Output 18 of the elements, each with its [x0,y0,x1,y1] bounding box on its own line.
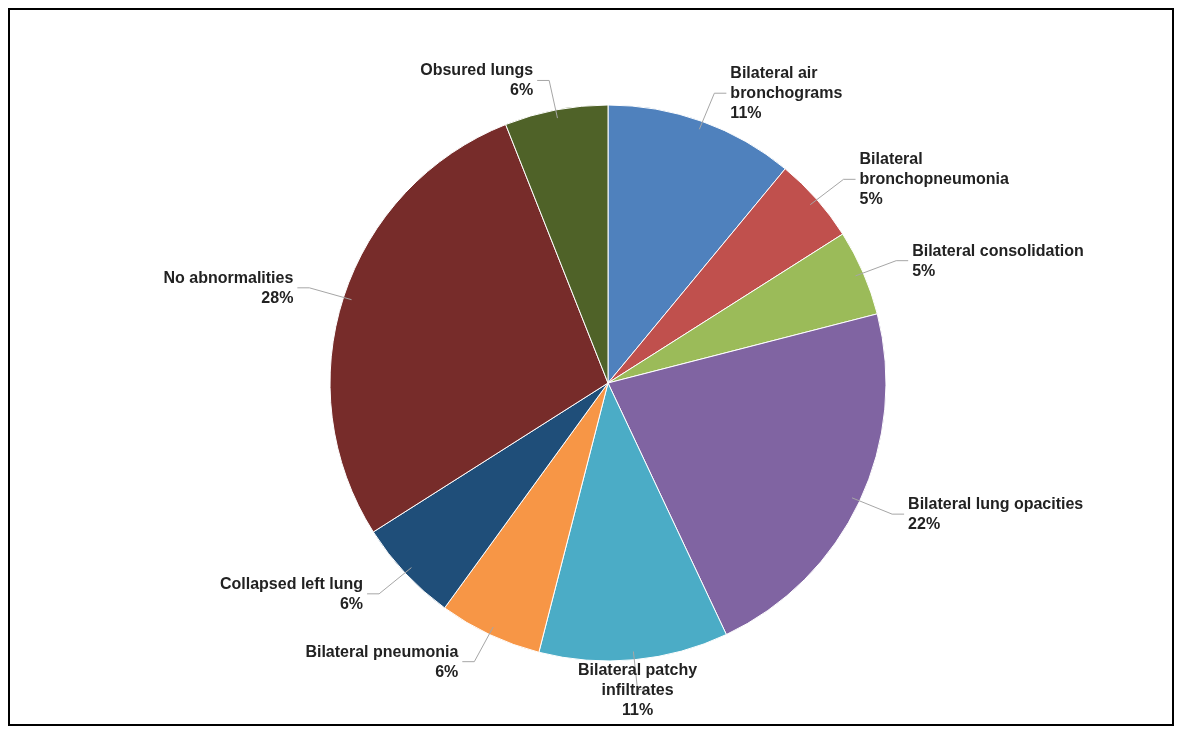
slice-label: Bilateral pneumonia [305,642,459,660]
data-label: 11% [621,700,654,718]
data-label: 6% [435,662,459,680]
slice-label: Bilateral bronchopneumonia [859,150,1009,188]
data-label: 22% [908,515,941,533]
slice-label: Obsured lungs [420,61,534,79]
data-label: 5% [859,190,883,208]
slice-label: No abnormalities [163,268,294,286]
data-label: 28% [261,288,294,306]
data-label: 11% [730,104,762,122]
data-label: 5% [912,261,936,279]
slice-label: Collapsed left lung [219,574,364,592]
slice-label: Bilateral lung opacities [908,495,1084,513]
slice-label: Bilateral air bronchograms [730,64,843,102]
data-label: 6% [339,594,364,612]
data-label: 6% [510,81,534,99]
slice-label: Bilateral consolidation [912,241,1084,259]
slice-label: Bilateral patchy infiltrates [577,660,698,698]
